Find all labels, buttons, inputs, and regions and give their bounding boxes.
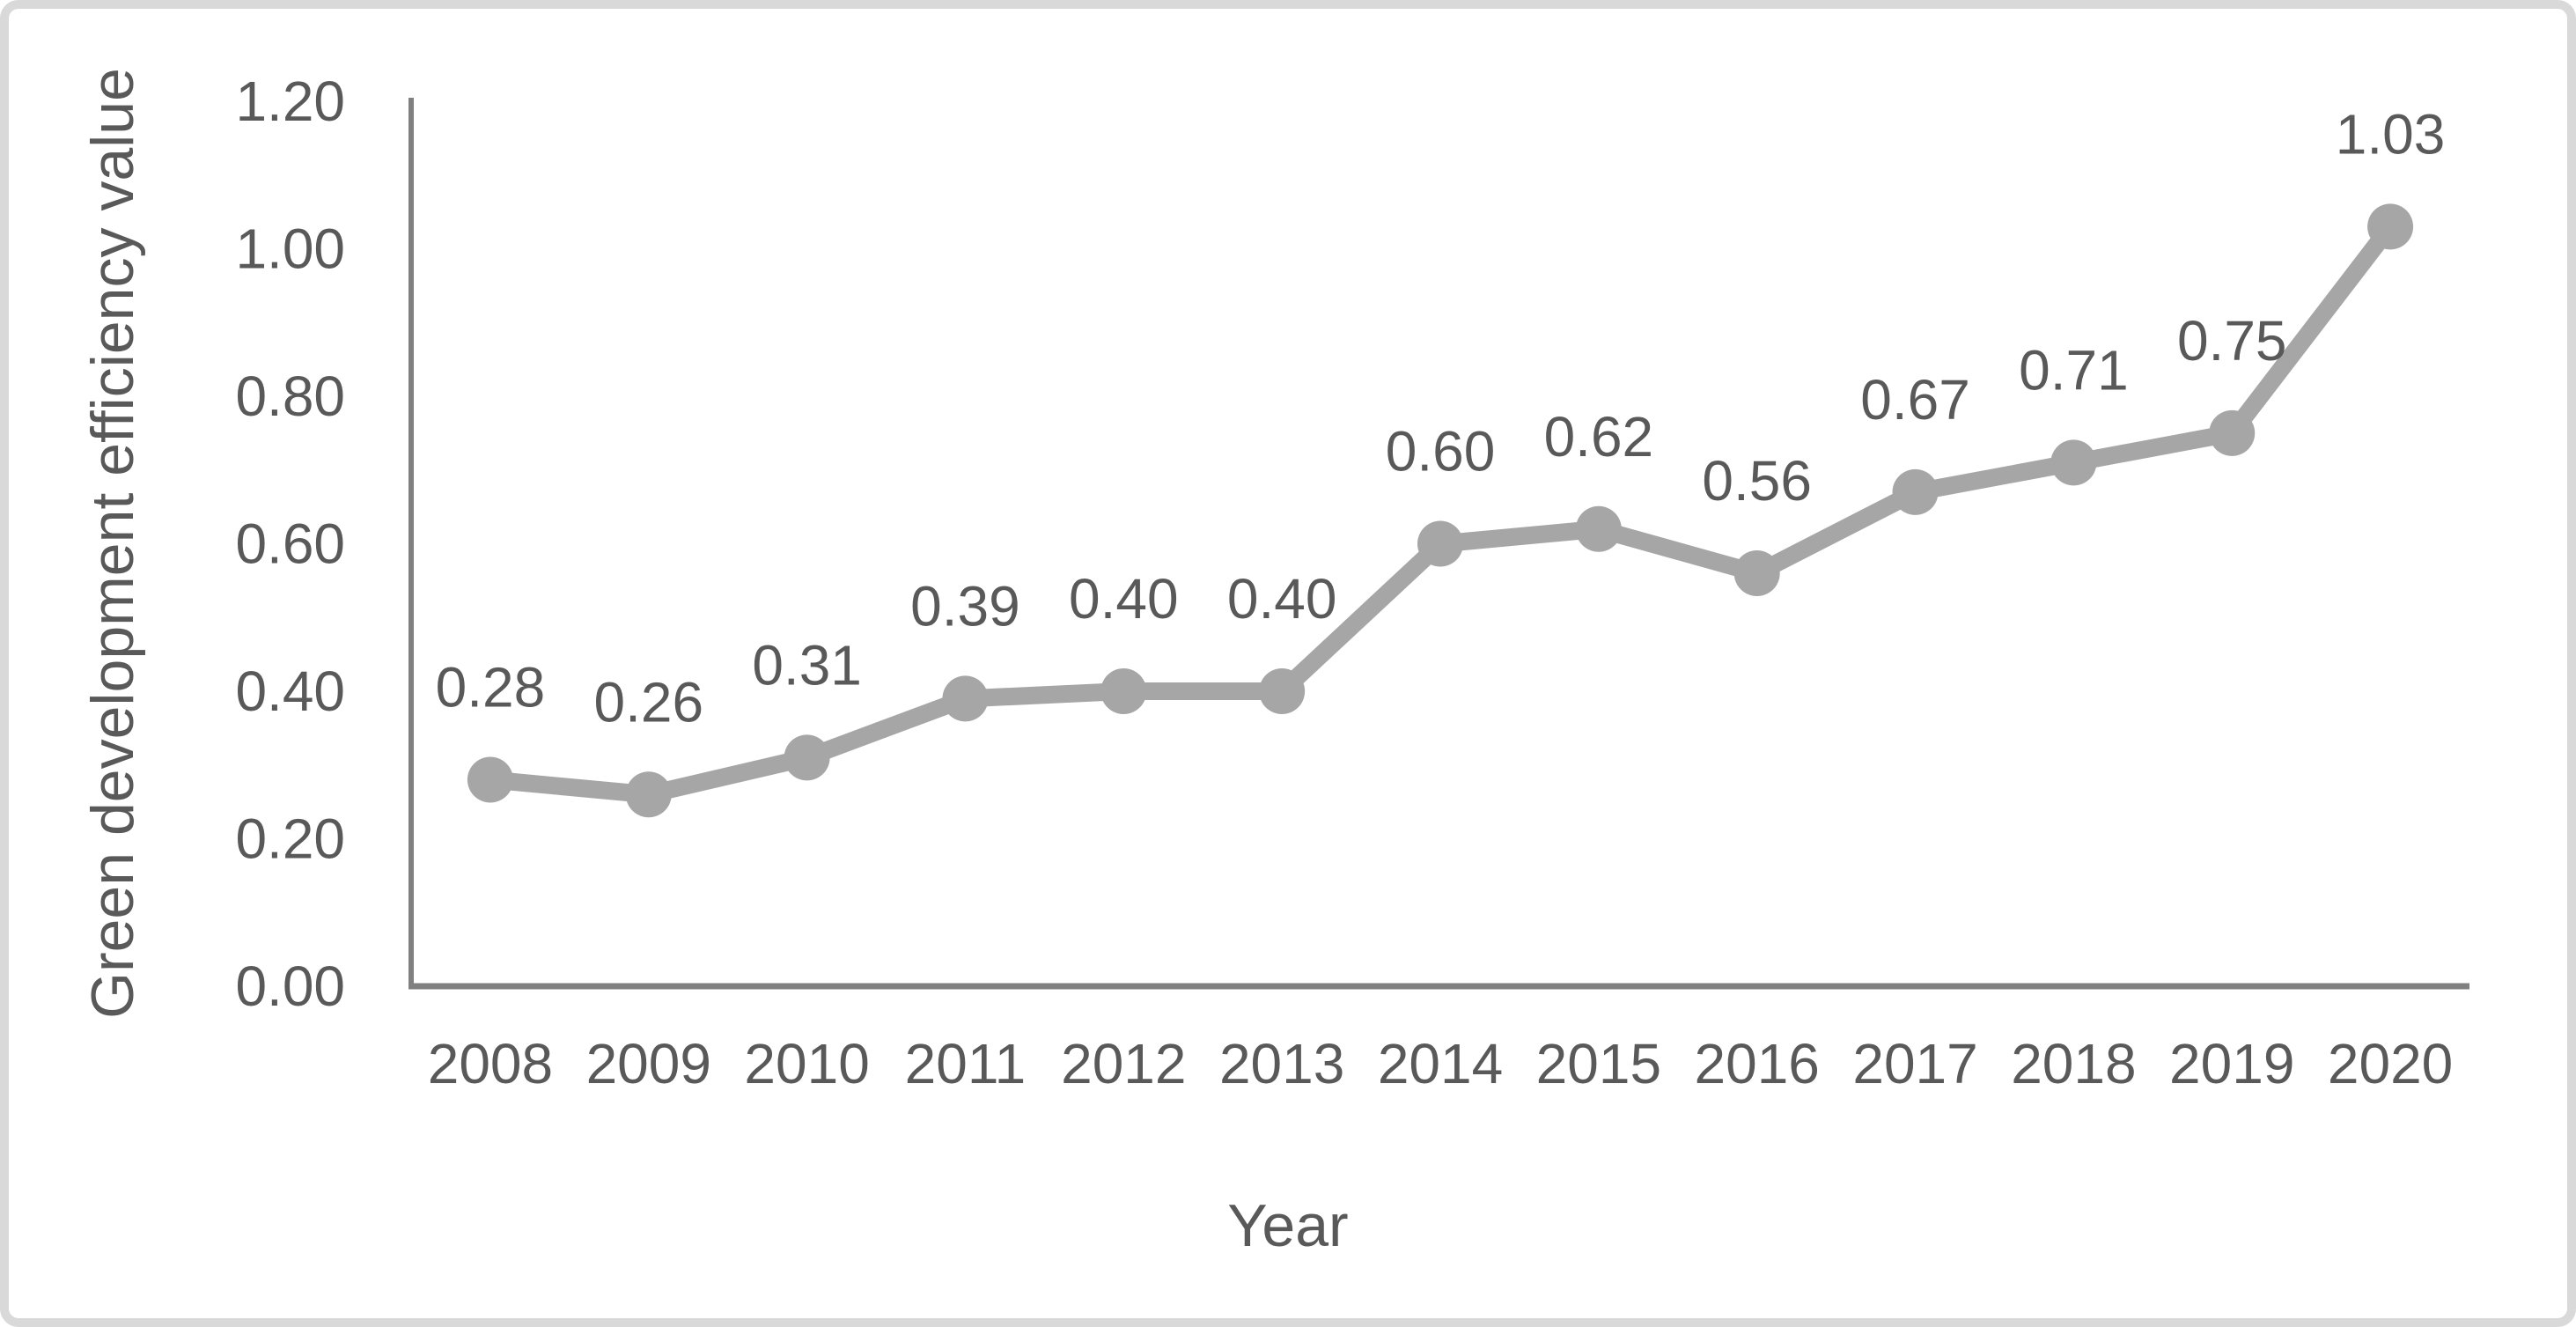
y-tick-label: 1.00 <box>235 217 345 281</box>
y-tick-label: 0.00 <box>235 955 345 1018</box>
x-tick-label: 2015 <box>1536 1032 1661 1095</box>
x-tick-label: 2014 <box>1378 1032 1503 1095</box>
y-tick-label: 0.20 <box>235 807 345 871</box>
y-axis-title: Green development efficiency value <box>79 68 146 1019</box>
data-point-label: 0.71 <box>2019 338 2129 402</box>
data-point-markers <box>467 203 2414 818</box>
x-tick-label: 2019 <box>2169 1032 2294 1095</box>
x-tick-label: 2017 <box>1852 1032 1977 1095</box>
data-point-label: 0.40 <box>1069 567 1179 630</box>
data-point-label: 0.60 <box>1386 420 1496 483</box>
data-point-label: 0.62 <box>1544 405 1654 468</box>
data-point-label: 0.75 <box>2177 309 2287 372</box>
x-axis-title: Year <box>1227 1192 1348 1259</box>
data-point-marker <box>1417 520 1463 567</box>
y-tick-label: 0.60 <box>235 512 345 576</box>
data-point-label: 0.31 <box>752 633 862 697</box>
data-point-marker <box>625 771 672 818</box>
data-point-marker <box>1575 505 1622 552</box>
x-tick-label: 2016 <box>1695 1032 1820 1095</box>
x-tick-label: 2018 <box>2011 1032 2136 1095</box>
data-point-marker <box>1733 550 1780 596</box>
x-tick-label: 2020 <box>2328 1032 2453 1095</box>
data-point-label: 0.67 <box>1860 368 1970 431</box>
series-line <box>481 217 2400 804</box>
x-tick-label: 2013 <box>1219 1032 1344 1095</box>
data-point-marker <box>2367 203 2414 250</box>
data-point-label: 0.26 <box>593 670 703 734</box>
data-point-label: 0.39 <box>910 574 1020 638</box>
data-point-marker <box>467 756 513 803</box>
data-point-marker <box>942 675 989 722</box>
data-point-label: 0.56 <box>1702 449 1812 512</box>
y-tick-label: 0.40 <box>235 660 345 723</box>
data-point-marker <box>2050 439 2097 486</box>
y-tick-label: 0.80 <box>235 365 345 428</box>
x-tick-label: 2008 <box>428 1032 553 1095</box>
data-point-marker <box>784 734 830 781</box>
y-tick-label: 1.20 <box>235 70 345 133</box>
data-point-marker <box>1259 668 1306 714</box>
x-tick-label: 2010 <box>744 1032 869 1095</box>
x-axis-tick-labels: 2008 2009 2010 2011 2012 2013 2014 2015 2016 2017… <box>428 1032 2454 1095</box>
data-point-marker <box>1892 468 1939 515</box>
x-tick-label: 2012 <box>1061 1032 1186 1095</box>
data-point-label: 0.28 <box>436 656 546 719</box>
data-point-label: 1.03 <box>2336 102 2446 166</box>
data-point-label: 0.40 <box>1227 567 1337 630</box>
data-point-marker <box>2209 409 2256 456</box>
x-tick-label: 2011 <box>905 1032 1027 1095</box>
y-axis-tick-labels: 0.00 0.20 0.40 0.60 0.80 1.00 1.20 <box>235 70 345 1018</box>
x-tick-label: 2009 <box>586 1032 711 1095</box>
data-point-labels: 0.28 0.26 0.31 0.39 0.40 0.40 0.60 0.62 0.56 0.67… <box>436 102 2446 734</box>
data-point-marker <box>1100 668 1147 714</box>
